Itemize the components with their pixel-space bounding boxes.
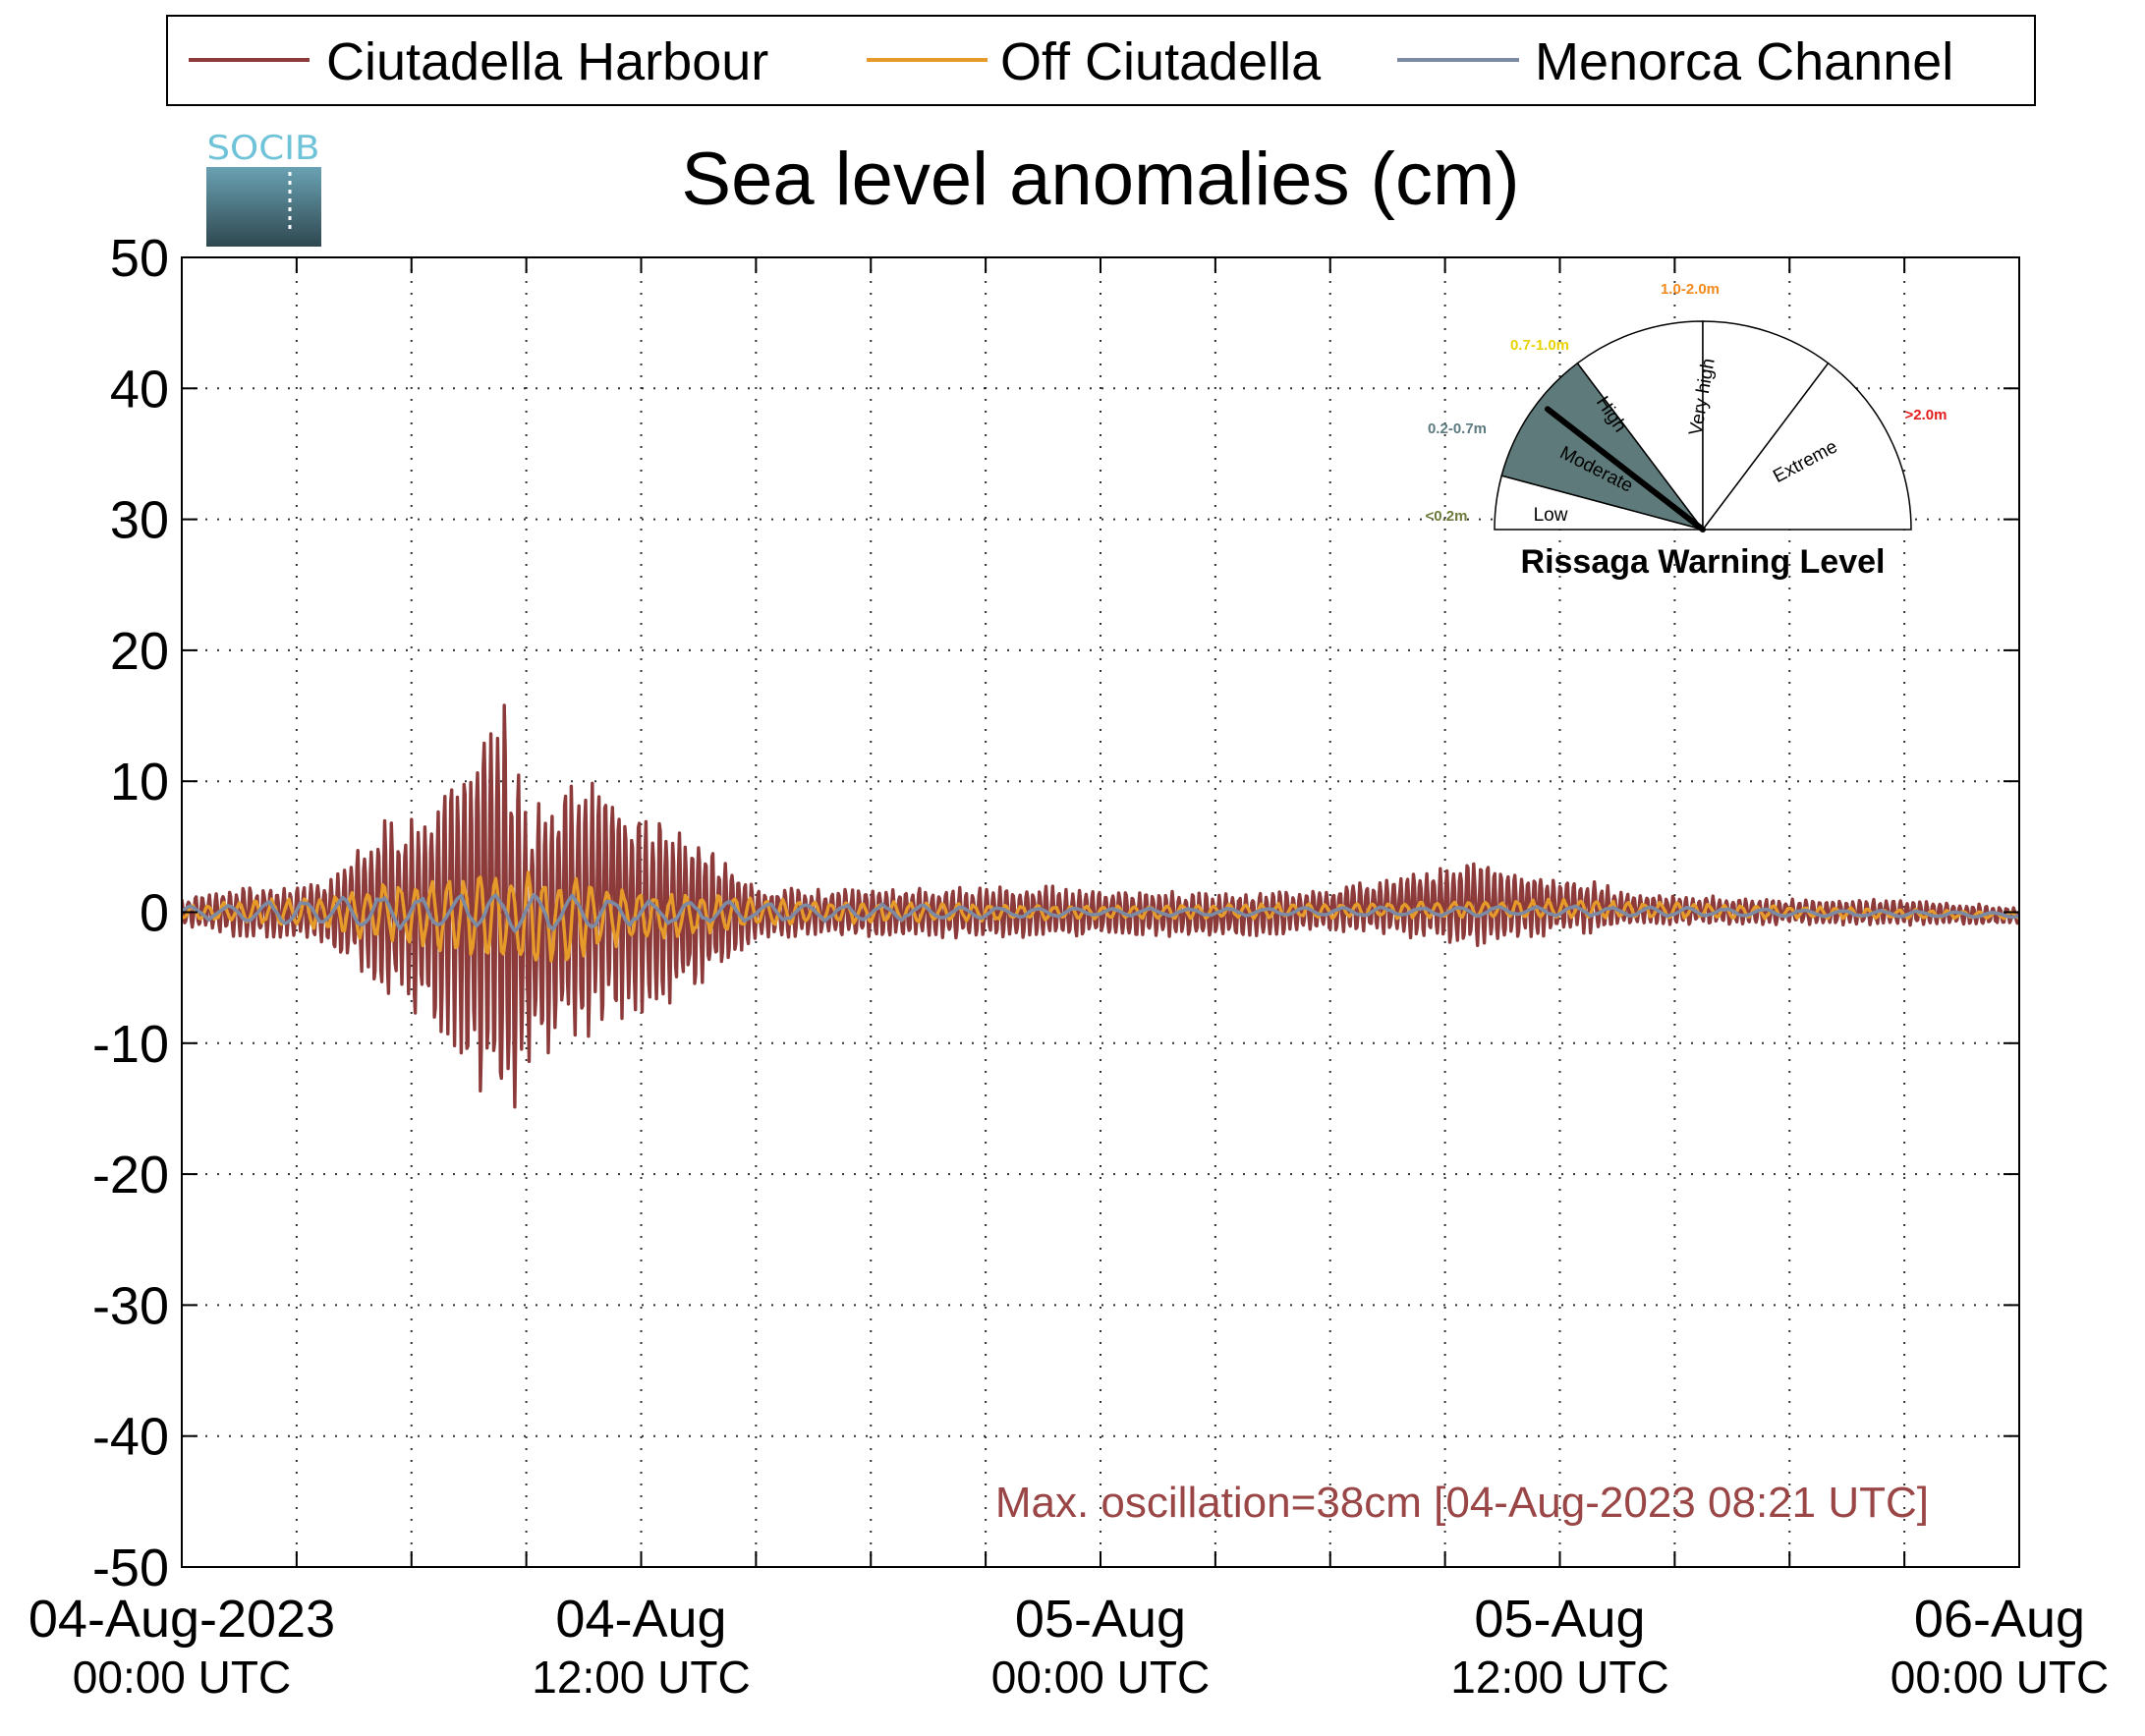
- legend: Ciutadella Harbour Off Ciutadella Menorc…: [166, 15, 2036, 106]
- y-tick-label: 20: [110, 622, 169, 681]
- legend-label-ciutadella-harbour: Ciutadella Harbour: [326, 32, 768, 91]
- y-tick-label: -50: [92, 1539, 169, 1597]
- gauge-needle: [1544, 406, 1706, 532]
- y-tick-label: 10: [110, 753, 169, 812]
- y-axis-tick-labels: 50 40 30 20 10 0 -10 -20 -30 -40 -50: [92, 229, 169, 1597]
- gauge-range-label: >2.0m: [1905, 407, 1947, 423]
- x-tick-label-time: 00:00 UTC: [73, 1652, 291, 1703]
- x-tick-label-time: 12:00 UTC: [532, 1652, 750, 1703]
- gauge-segment-high: [1576, 320, 1704, 532]
- gauge-range-label: 1.0-2.0m: [1661, 281, 1720, 298]
- x-tick-label-date: 05-Aug: [1015, 1590, 1186, 1649]
- y-tick-label: 40: [110, 360, 169, 419]
- gauge-range-label: <0.2m: [1426, 508, 1468, 525]
- socib-logo-block: [206, 167, 321, 247]
- legend-label-off-ciutadella: Off Ciutadella: [1000, 32, 1322, 91]
- gauge-segment-extreme: [1701, 362, 1912, 531]
- series-lines: [182, 703, 2019, 1109]
- x-tick-label-date: 04-Aug: [555, 1590, 726, 1649]
- legend-box: [166, 15, 2036, 106]
- y-tick-label: -20: [92, 1146, 169, 1204]
- max-oscillation-annotation: Max. oscillation=38cm [04-Aug-2023 08:21…: [995, 1479, 1929, 1527]
- gauge-range-label: 0.2-0.7m: [1428, 420, 1487, 437]
- y-tick-label: -10: [92, 1015, 169, 1074]
- x-tick-label-date: 04-Aug-2023: [28, 1590, 335, 1649]
- legend-label-menorca-channel: Menorca Channel: [1535, 32, 1953, 91]
- axis-ticks: [181, 256, 2020, 1568]
- y-tick-label: -30: [92, 1276, 169, 1335]
- series-line-menorca-channel: [182, 892, 2019, 933]
- y-tick-label: -40: [92, 1408, 169, 1467]
- y-tick-label: 50: [110, 229, 169, 288]
- gauge-segment-label: Low: [1534, 505, 1568, 526]
- socib-logo: SOCIB: [206, 129, 321, 247]
- x-tick-label-time: 00:00 UTC: [1891, 1652, 2109, 1703]
- x-tick-label-time: 00:00 UTC: [991, 1652, 1210, 1703]
- series-line-off-ciutadella: [182, 870, 2019, 963]
- chart-title: Sea level anomalies (cm): [681, 138, 1519, 221]
- y-tick-label: 30: [110, 491, 169, 550]
- x-tick-label-date: 05-Aug: [1474, 1590, 1645, 1649]
- y-tick-label: 0: [140, 884, 169, 943]
- x-tick-label-time: 12:00 UTC: [1450, 1652, 1668, 1703]
- gauge-range-label: 0.7-1.0m: [1510, 337, 1569, 354]
- gauge-segment-very-high: [1702, 320, 1830, 532]
- gauge-title: Rissaga Warning Level: [1521, 543, 1886, 581]
- socib-logo-text: SOCIB: [207, 129, 320, 168]
- x-tick-label-date: 06-Aug: [1914, 1590, 2085, 1649]
